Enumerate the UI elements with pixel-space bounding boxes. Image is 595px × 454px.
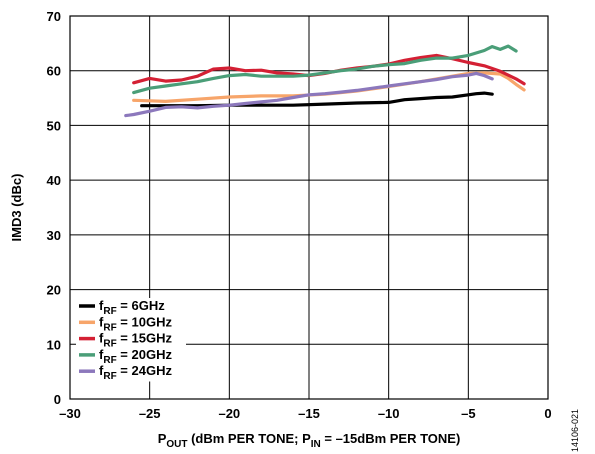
x-tick-label: –30 xyxy=(59,406,81,421)
x-tick-label: 0 xyxy=(544,406,551,421)
legend-label: fRF = 15GHz xyxy=(99,331,172,350)
x-tick-label: –5 xyxy=(461,406,475,421)
y-tick-label: 70 xyxy=(47,9,61,24)
legend-label: fRF = 6GHz xyxy=(99,298,165,317)
x-tick-label: –15 xyxy=(298,406,320,421)
legend-label: fRF = 10GHz xyxy=(99,314,172,333)
legend-label: fRF = 20GHz xyxy=(99,347,172,366)
y-tick-label: 0 xyxy=(54,392,61,407)
x-axis-title: POUT (dBm PER TONE; PIN = –15dBm PER TON… xyxy=(158,431,461,450)
y-axis-title: IMD3 (dBc) xyxy=(9,174,24,242)
x-tick-label: –25 xyxy=(139,406,161,421)
legend-label: fRF = 24GHz xyxy=(99,363,172,382)
series-line xyxy=(132,44,518,95)
y-tick-label: 40 xyxy=(47,173,61,188)
series-line xyxy=(124,71,494,118)
series-line xyxy=(132,53,526,86)
figure-id: 14106-021 xyxy=(570,409,580,452)
plot-frame xyxy=(69,15,549,400)
y-tick-label: 20 xyxy=(47,283,61,298)
tick-labels: –30 –25 –20 –15 –10 –5 0 0 10 20 30 40 50 60 70 xyxy=(47,9,552,421)
x-tick-label: –20 xyxy=(218,406,240,421)
y-tick-label: 30 xyxy=(47,228,61,243)
y-tick-label: 50 xyxy=(47,118,61,133)
y-tick-label: 10 xyxy=(47,337,61,352)
series-lines xyxy=(124,44,526,118)
y-tick-label: 60 xyxy=(47,64,61,79)
x-tick-label: –10 xyxy=(378,406,400,421)
